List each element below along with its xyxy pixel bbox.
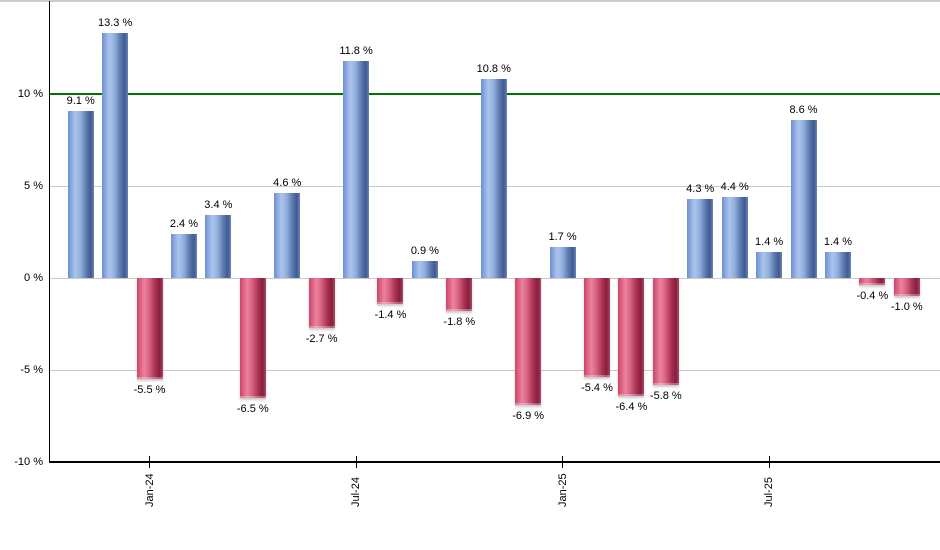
bar-negative <box>584 278 610 378</box>
bar-value-label: -5.4 % <box>581 382 613 395</box>
bar-value-label: 0.9 % <box>410 245 439 258</box>
bar-negative <box>308 278 335 328</box>
bar-negative <box>446 278 473 312</box>
y-tick-label: -10 % <box>14 456 43 468</box>
y-tick-label: 10 % <box>17 88 43 100</box>
bar-positive <box>205 215 232 278</box>
bar-value-label: 9.1 % <box>66 94 95 107</box>
bar-value-label: -1.0 % <box>890 301 923 314</box>
bar-positive <box>67 110 94 278</box>
bar-negative <box>618 278 645 396</box>
bar-value-label: 4.6 % <box>273 177 302 190</box>
bar-value-label: 1.4 % <box>755 236 784 249</box>
bar-value-label: 1.7 % <box>548 230 577 243</box>
bar-value-label: 11.8 % <box>339 44 373 57</box>
bar-positive <box>824 252 851 278</box>
bar-value-label: 4.3 % <box>686 182 715 195</box>
y-tick-label: -5 % <box>20 364 43 376</box>
bar-value-label: -6.9 % <box>512 409 545 422</box>
bar-value-label: -5.5 % <box>133 384 166 397</box>
bar-positive <box>411 261 438 278</box>
bar-value-label: -0.4 % <box>856 290 889 303</box>
y-axis-line <box>49 1 50 463</box>
bar-negative <box>652 278 679 385</box>
bar-value-label: -1.4 % <box>374 308 407 321</box>
bar-positive <box>687 198 714 278</box>
x-tick-label: Jul-24 <box>350 477 363 507</box>
gridline <box>49 277 940 279</box>
bar-negative <box>136 278 163 380</box>
bar-value-label: 4.4 % <box>720 181 749 194</box>
bar-value-label: 1.4 % <box>823 236 852 249</box>
bar-negative <box>893 278 920 297</box>
bar-positive <box>480 79 507 278</box>
bar-value-label: 3.4 % <box>204 199 233 212</box>
bar-value-label: 10.8 % <box>476 63 511 76</box>
plot-top-border <box>0 0 940 2</box>
bar-value-label: -6.4 % <box>615 400 648 413</box>
x-tick-label: Jan-25 <box>556 473 569 507</box>
bar-negative <box>515 278 542 405</box>
bar-value-label: 13.3 % <box>97 17 133 30</box>
y-tick-label: 5 % <box>24 180 43 192</box>
plot-area: 9.1 % 13.3 % -5.5 % 2.4 % 3.4 % -6.5 % 4.6 % -2… <box>49 2 940 468</box>
bar-negative <box>239 278 266 398</box>
bar-positive <box>790 119 817 278</box>
bar-positive <box>274 193 301 278</box>
bar-value-label: 2.4 % <box>169 217 199 230</box>
bar-positive <box>549 246 576 278</box>
x-tick-label: Jan-24 <box>143 473 156 507</box>
bar-positive <box>343 60 370 278</box>
y-tick-label: 0 % <box>24 272 43 284</box>
bar-negative <box>859 278 886 286</box>
bar-value-label: 8.6 % <box>789 103 818 116</box>
x-axis-line <box>49 461 940 463</box>
bar-positive <box>756 252 783 278</box>
bar-value-label: -5.8 % <box>649 389 682 402</box>
x-tick-label: Jul-25 <box>763 477 776 507</box>
gridline <box>49 369 940 371</box>
bar-positive <box>721 197 748 278</box>
bar-positive <box>170 233 197 278</box>
bar-value-label: -6.5 % <box>236 402 269 415</box>
bar-value-label: -2.7 % <box>305 332 338 345</box>
bar-positive <box>102 33 129 278</box>
bar-value-label: -1.8 % <box>443 316 476 329</box>
bar-negative <box>377 278 404 304</box>
